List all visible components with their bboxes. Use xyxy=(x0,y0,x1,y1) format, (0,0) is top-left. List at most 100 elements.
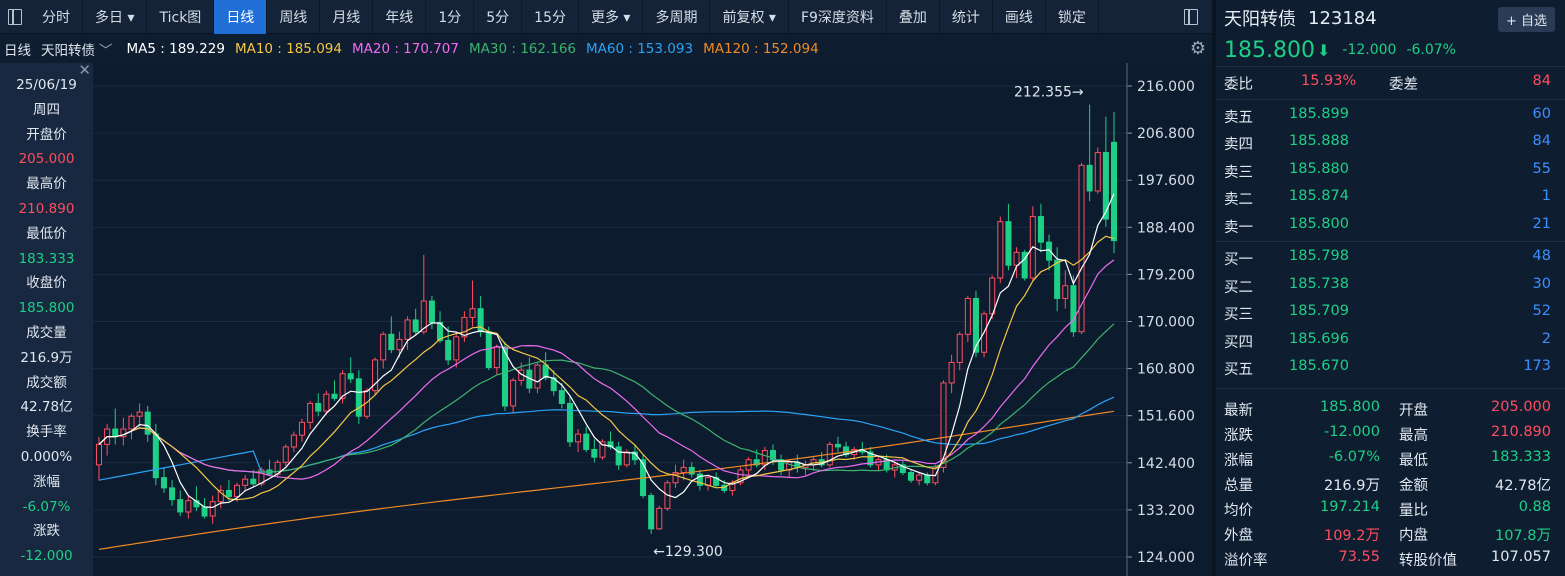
tab-1min[interactable]: 1分 xyxy=(426,0,475,34)
candle-body xyxy=(160,477,167,489)
y-tick-label: 160.800 xyxy=(1137,362,1195,378)
ask-row[interactable]: 卖四 185.888 84 xyxy=(1216,129,1565,157)
high-annotation: 212.355→ xyxy=(1014,85,1084,101)
bid-book: 买一 185.798 48 买二 185.738 30 买三 185.709 52 买四 185.6… xyxy=(1216,244,1565,382)
candle-body xyxy=(964,297,971,335)
bid-row[interactable]: 买四 185.696 2 xyxy=(1216,327,1565,355)
ask-book: 卖五 185.899 60 卖四 185.888 84 卖三 185.880 55 卖二 185.8… xyxy=(1216,102,1565,240)
low-value: 183.333 xyxy=(18,250,75,267)
candle-body xyxy=(753,459,760,466)
tab-5min[interactable]: 5分 xyxy=(474,0,523,34)
stat-value: 107.8万 xyxy=(1494,527,1551,544)
bid-price: 185.738 xyxy=(1289,275,1349,292)
statistics-button[interactable]: 统计 xyxy=(940,0,993,34)
ma120-line xyxy=(98,410,1115,550)
ask-row[interactable]: 卖三 185.880 55 xyxy=(1216,157,1565,185)
ask-row[interactable]: 卖一 185.800 21 xyxy=(1216,212,1565,240)
candle-body xyxy=(534,364,541,389)
adjust-dropdown[interactable]: 前复权 ▾ xyxy=(710,0,789,34)
tab-tick[interactable]: Tick图 xyxy=(147,0,215,34)
change-value: -12.000 xyxy=(20,548,73,565)
candle-body xyxy=(867,451,874,466)
stat-label: 涨幅 xyxy=(1224,452,1253,469)
candle-body xyxy=(242,478,249,486)
f9-data-button[interactable]: F9深度资料 xyxy=(789,0,887,34)
y-tick-label: 133.200 xyxy=(1137,503,1195,519)
bid-row[interactable]: 买一 185.798 48 xyxy=(1216,244,1565,272)
ask-volume: 60 xyxy=(1532,105,1551,122)
add-watchlist-button[interactable]: + 自选 xyxy=(1497,7,1555,32)
bid-price: 185.670 xyxy=(1289,358,1349,374)
candle-body xyxy=(258,469,265,485)
candle-body xyxy=(566,402,573,443)
stat-label: 转股价值 xyxy=(1399,552,1457,569)
tab-monthly[interactable]: 月线 xyxy=(320,0,374,34)
ask-row[interactable]: 卖五 185.899 60 xyxy=(1216,102,1565,130)
amount-label: 成交额 xyxy=(26,374,67,391)
panel-divider[interactable] xyxy=(1212,0,1216,576)
candle-body xyxy=(209,501,216,517)
multi-period-button[interactable]: 多周期 xyxy=(643,0,711,34)
gear-icon[interactable]: ⚙ xyxy=(1189,38,1206,59)
candle-body xyxy=(380,333,387,361)
candle-body xyxy=(656,507,663,530)
bid-row[interactable]: 买五 185.670 173 xyxy=(1216,354,1565,382)
candle-body xyxy=(323,393,330,412)
more-dropdown[interactable]: 更多 ▾ xyxy=(579,0,644,34)
candle-body xyxy=(769,450,776,461)
candle-body xyxy=(899,464,906,474)
candle-body xyxy=(95,443,103,466)
bid-price: 185.709 xyxy=(1289,303,1349,319)
candle-body xyxy=(997,221,1004,279)
ask-label: 卖三 xyxy=(1224,164,1253,181)
stat-value: 197.214 xyxy=(1320,498,1380,515)
pct-label: 涨幅 xyxy=(33,473,60,490)
candle-body xyxy=(388,333,395,351)
close-icon[interactable]: ✕ xyxy=(78,61,91,79)
quote-header: 天阳转债 123184 + 自选 xyxy=(1216,0,1565,36)
quote-code: 123184 xyxy=(1308,7,1377,29)
candle-body xyxy=(607,441,614,448)
lock-button[interactable]: 锁定 xyxy=(1046,0,1099,34)
bid-label: 买二 xyxy=(1224,279,1253,296)
candle-body xyxy=(940,382,947,468)
amount-value: 42.78亿 xyxy=(20,399,73,416)
candle-body xyxy=(217,489,224,503)
bid-row[interactable]: 买二 185.738 30 xyxy=(1216,272,1565,300)
stat-value: -6.07% xyxy=(1328,448,1380,465)
candle-body xyxy=(737,469,744,484)
wc-label: 委差 xyxy=(1389,77,1418,93)
sidebar-toggle-icon[interactable] xyxy=(0,0,30,34)
quote-panel: 天阳转债 123184 + 自选 185.800 ⬇ -12.000 -6.07… xyxy=(1216,0,1565,576)
candle-body xyxy=(1054,259,1061,299)
panel-toggle-icon[interactable] xyxy=(1176,0,1206,34)
candle-body xyxy=(1086,164,1093,192)
stat-label: 溢价率 xyxy=(1224,552,1268,569)
ask-price: 185.888 xyxy=(1289,133,1349,149)
overlay-button[interactable]: 叠加 xyxy=(887,0,940,34)
candle-body xyxy=(778,459,785,471)
tab-fenshi[interactable]: 分时 xyxy=(30,0,83,34)
tab-yearly[interactable]: 年线 xyxy=(373,0,427,34)
stat-label: 总量 xyxy=(1224,477,1253,494)
ask-row[interactable]: 卖二 185.874 1 xyxy=(1216,184,1565,212)
chevron-down-icon[interactable]: ﹀ xyxy=(99,43,113,59)
low-annotation: ←129.300 xyxy=(653,544,723,560)
volume-label: 成交量 xyxy=(26,324,67,341)
stat-label: 最新 xyxy=(1224,402,1253,419)
candle-body xyxy=(282,446,289,463)
tab-multiday[interactable]: 多日 ▾ xyxy=(83,0,148,34)
draw-line-button[interactable]: 画线 xyxy=(993,0,1046,34)
candle-body xyxy=(144,411,151,435)
bid-row[interactable]: 买三 185.709 52 xyxy=(1216,299,1565,327)
tab-daily[interactable]: 日线 xyxy=(214,0,268,34)
tab-15min[interactable]: 15分 xyxy=(522,0,579,34)
stats-row: 均价 197.214 量比 0.88 xyxy=(1216,495,1565,520)
tab-weekly[interactable]: 周线 xyxy=(267,0,321,34)
candle-body xyxy=(347,373,354,380)
security-name[interactable]: 天阳转债 xyxy=(41,43,95,59)
bid-price: 185.798 xyxy=(1289,248,1349,264)
candle-body xyxy=(412,319,419,333)
candle-body xyxy=(648,495,655,530)
kline-chart[interactable]: 216.000 206.800 197.600 188.400 179.200 170.0… xyxy=(93,63,1212,576)
